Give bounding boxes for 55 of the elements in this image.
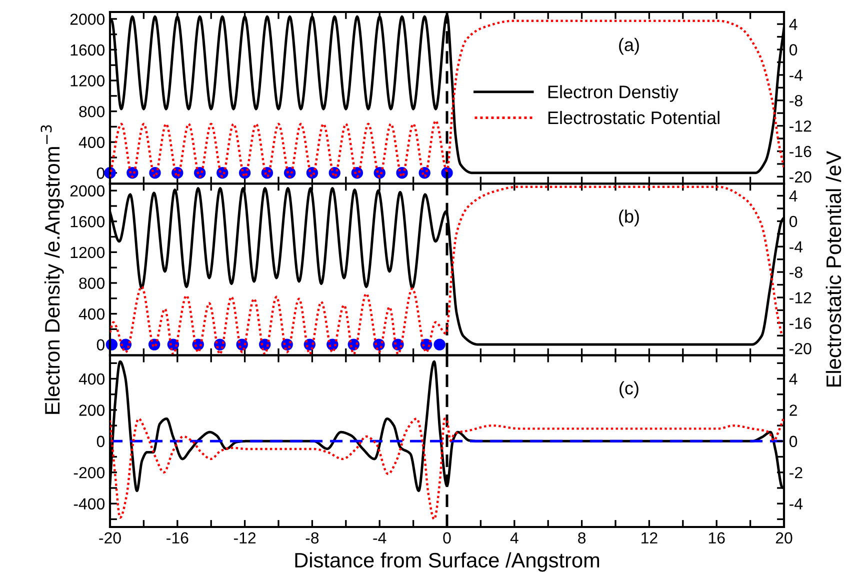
y-tick-label: 800 <box>79 106 105 118</box>
y-tick-label: 400 <box>78 136 105 148</box>
y2-tick-label: -8 <box>790 95 802 106</box>
y2-tick-label: 0 <box>789 44 798 56</box>
y-tick-label: 800 <box>79 278 105 289</box>
annotation: (b) <box>619 210 639 226</box>
x-tick-label: -8 <box>306 532 319 544</box>
y2-tick-label: -2 <box>790 467 802 478</box>
y-tick-label: 1600 <box>70 44 105 56</box>
x-tick-label: 16 <box>708 532 725 544</box>
x-tick-label: 0 <box>443 532 451 544</box>
y2-tick-label: -4 <box>790 241 803 252</box>
y-tick-label: 1200 <box>70 246 105 258</box>
y-tick-label: 2000 <box>70 14 105 25</box>
y2-tick-label: 0 <box>789 216 798 228</box>
y-tick-label: 0 <box>96 168 105 179</box>
x-tick-label: -4 <box>373 532 386 544</box>
y-tick-label: 1600 <box>70 216 105 228</box>
y-tick-label: 400 <box>78 373 105 385</box>
x-tick-label: 12 <box>642 532 658 544</box>
y-tick-label: 200 <box>79 404 105 416</box>
y2-tick-label: -12 <box>790 120 812 132</box>
y2-axis-title: Electrostatic Potential /eV <box>826 150 842 386</box>
y2-tick-label: -16 <box>790 146 812 158</box>
y2-tick-label: -20 <box>790 171 812 183</box>
y2-tick-label: -4 <box>790 498 803 510</box>
y2-tick-label: -4 <box>790 70 803 81</box>
x-axis-title: Distance from Surface /Angstrom <box>295 552 600 572</box>
x-tick-label: -16 <box>166 532 188 544</box>
annotation: (a) <box>619 38 639 55</box>
y2-tick-label: -12 <box>790 292 812 304</box>
x-tick-label: -20 <box>99 532 121 544</box>
y2-tick-label: 4 <box>789 374 798 385</box>
y2-tick-label: 2 <box>790 404 797 416</box>
x-tick-label: 4 <box>510 532 518 544</box>
x-tick-label: 20 <box>776 532 792 544</box>
y2-tick-label: 4 <box>789 18 798 30</box>
y-tick-label: 400 <box>78 308 105 320</box>
y-tick-label: 1200 <box>70 75 105 86</box>
y-tick-label: 0 <box>96 436 105 448</box>
x-tick-label: 8 <box>578 532 586 544</box>
legend-label: Electron Denstiy <box>548 85 678 102</box>
y-axis-title: Electron Density /e.Angstrom$^{−3}$ <box>40 125 64 414</box>
x-tick-label: -12 <box>234 532 256 544</box>
y-tick-label: 2000 <box>70 185 105 197</box>
y2-tick-label: -20 <box>790 342 812 354</box>
y-tick-label: -400 <box>74 498 105 510</box>
y2-tick-label: -8 <box>790 266 802 278</box>
annotation: (c) <box>620 381 638 398</box>
y-tick-label: 0 <box>96 339 105 350</box>
y2-tick-label: 0 <box>789 436 798 448</box>
y2-tick-label: -16 <box>790 318 812 329</box>
legend-label: Electrostatic Potential <box>548 110 720 124</box>
y2-tick-label: 4 <box>789 190 798 202</box>
y-tick-label: -200 <box>74 467 105 478</box>
